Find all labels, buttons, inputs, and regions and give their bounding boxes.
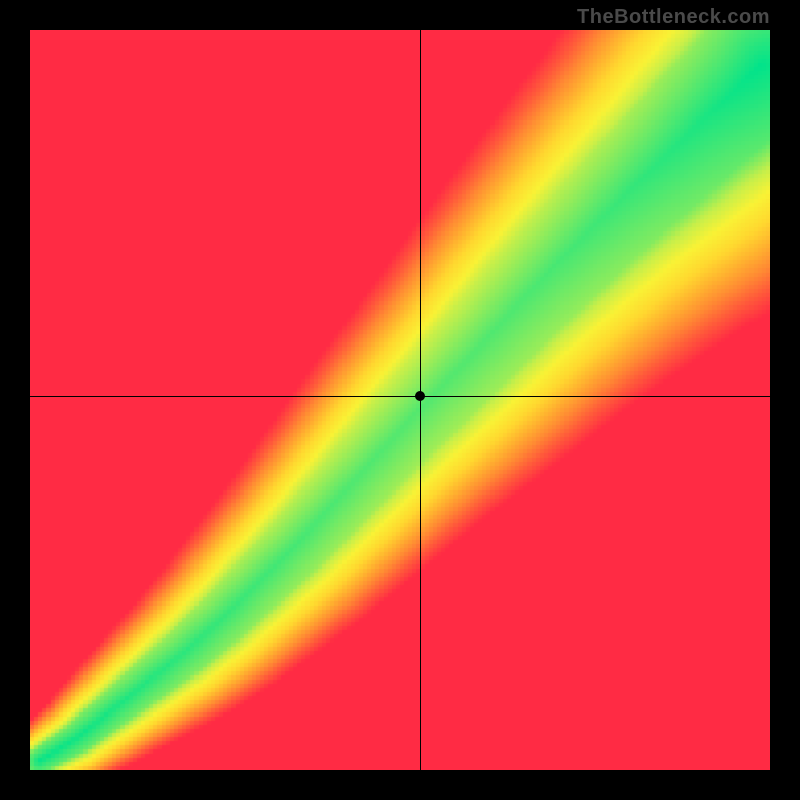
crosshair-marker [415,391,425,401]
heatmap-canvas [30,30,770,770]
chart-root: TheBottleneck.com [0,0,800,800]
plot-area [30,30,770,770]
watermark-label: TheBottleneck.com [577,6,770,29]
